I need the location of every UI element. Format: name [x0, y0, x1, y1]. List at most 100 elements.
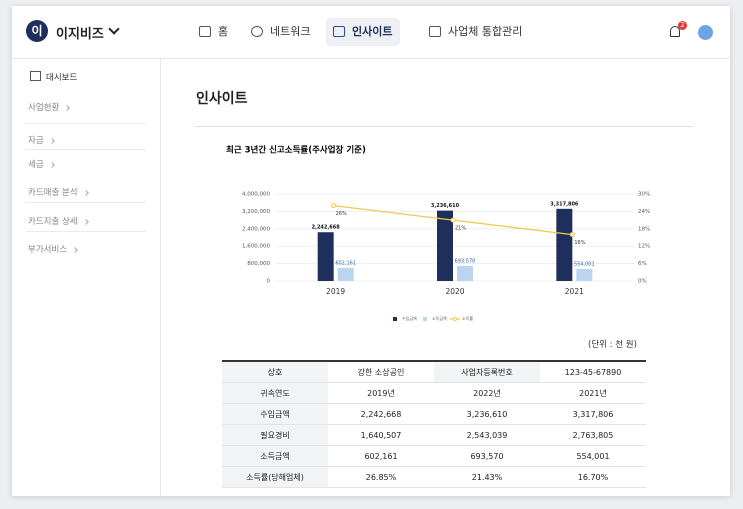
x-tick-label: 2021 — [565, 287, 584, 296]
menu-label: 부가서비스 — [28, 245, 68, 255]
table-cell: 21.43% — [434, 466, 540, 488]
divider — [194, 126, 694, 127]
logo[interactable]: 이 — [26, 20, 48, 42]
value-label: 26% — [336, 211, 347, 217]
y-tick-label: 4,000,000 — [242, 192, 270, 198]
icon — [251, 26, 263, 37]
table-cell: 2,543,039 — [434, 424, 540, 446]
page-title: 인사이트 — [196, 91, 248, 107]
y2-tick-label: 0% — [638, 279, 647, 285]
nav-network[interactable]: 네트워크 — [244, 18, 318, 46]
brand[interactable]: 이지비즈 — [56, 27, 104, 42]
nav-insight[interactable]: 인사이트 — [326, 18, 401, 46]
bar — [457, 265, 473, 281]
y2-tick-label: 12% — [638, 244, 650, 250]
chart: 최근 3년간 신고소득률(주사업장 기준) 0 800,000 1,600,000 2… — [226, 145, 650, 322]
menu-item[interactable]: 카드지출 상세 — [28, 215, 89, 227]
table-row: 필요경비 1,640,507 2,543,039 2,763,805 — [222, 424, 646, 446]
table-cell: 602,161 — [328, 445, 434, 467]
chart-title: 최근 3년간 신고소득률(주사업장 기준) — [226, 145, 366, 156]
legend-item: 소득률 — [450, 315, 473, 322]
menu-item[interactable]: 자금 — [28, 134, 55, 146]
table-cell: 소득금액 — [222, 445, 328, 467]
top-bar: 이 이지비즈 홈 네트워크 인사이트 사업체 통합관리 2 — [12, 6, 730, 59]
table-cell: 2,763,805 — [540, 424, 646, 446]
nav-business[interactable]: 사업체 통합관리 — [422, 18, 530, 46]
menu-label: 자금 — [28, 136, 44, 146]
icon — [333, 26, 345, 37]
menu-item[interactable]: 카드매출 분석 — [28, 186, 89, 198]
table-cell: 강한 소상공인 — [328, 361, 434, 383]
table-cell: 수입금액 — [222, 403, 328, 425]
menu-item[interactable]: 세금 — [28, 158, 55, 170]
table-cell: 123-45-67890 — [540, 361, 646, 383]
value-label: 21% — [455, 226, 466, 232]
y2-tick-label: 18% — [638, 226, 650, 232]
table-cell: 2022년 — [434, 382, 540, 404]
y-tick-label: 2,400,000 — [242, 226, 270, 232]
menu-item[interactable]: 대시보드 — [46, 73, 78, 83]
nav-label: 홈 — [218, 25, 229, 38]
sidebar: 대시보드 사업현황 자금 세금 카드매출 분석 카드지출 상세 부가서비스 — [12, 59, 161, 496]
value-label: 693,570 — [455, 258, 476, 264]
menu-label: 카드매출 분석 — [28, 188, 78, 198]
line-point — [450, 217, 456, 223]
divider — [26, 231, 146, 232]
nav-home[interactable]: 홈 — [192, 18, 236, 46]
value-label: 3,236,610 — [431, 203, 460, 209]
brand-dropdown[interactable] — [108, 23, 120, 35]
legend-item: 소득금액 — [423, 315, 447, 321]
value-label: 3,317,806 — [550, 201, 579, 207]
table-row: 수입금액 2,242,668 3,236,610 3,317,806 — [222, 403, 646, 425]
legend-swatch — [452, 316, 458, 322]
y-tick-label: 3,200,000 — [242, 209, 270, 215]
menu-label: 사업현황 — [28, 103, 60, 113]
divider — [26, 149, 146, 150]
value-label: 2,242,668 — [312, 225, 341, 231]
table-row: 귀속연도 2019년 2022년 2021년 — [222, 382, 646, 404]
menu-item[interactable]: 부가서비스 — [28, 243, 78, 255]
value-label: 16% — [574, 240, 585, 246]
bar — [556, 208, 573, 281]
notifications[interactable] — [670, 26, 680, 37]
profile[interactable] — [698, 25, 713, 40]
table-cell: 2,242,668 — [328, 403, 434, 425]
icon — [30, 71, 41, 81]
table-row: 소득률(당해업체) 26.85% 21.43% 16.70% — [222, 466, 646, 488]
line-point — [569, 232, 575, 238]
bar — [317, 232, 334, 281]
table-cell: 상호 — [222, 361, 328, 383]
legend-item: 수입금액 — [393, 315, 417, 321]
legend-label: 소득률 — [462, 315, 473, 321]
nav-label: 네트워크 — [270, 25, 311, 38]
table-cell: 1,640,507 — [328, 424, 434, 446]
menu-label: 카드지출 상세 — [28, 217, 78, 227]
y-tick-label: 1,600,000 — [242, 244, 270, 250]
nav-label: 사업체 통합관리 — [448, 25, 523, 38]
table-cell: 693,570 — [434, 445, 540, 467]
table-cell: 소득률(당해업체) — [222, 466, 328, 488]
x-tick-label: 2020 — [445, 287, 464, 296]
bar — [337, 267, 354, 281]
x-tick-label: 2019 — [326, 287, 345, 296]
table-row: 상호 강한 소상공인 사업자등록번호 123-45-67890 — [222, 361, 646, 383]
menu-item[interactable]: 사업현황 — [28, 101, 71, 113]
legend-label: 수입금액 — [402, 315, 417, 321]
menu-label: 세금 — [28, 160, 44, 170]
table-cell: 16.70% — [540, 466, 646, 488]
y2-tick-label: 6% — [638, 261, 647, 267]
value-label: 602,161 — [335, 260, 356, 266]
table-cell: 필요경비 — [222, 424, 328, 446]
table-cell: 2021년 — [540, 382, 646, 404]
y2-tick-label: 24% — [638, 209, 650, 215]
table-cell: 554,001 — [540, 445, 646, 467]
table-cell: 2019년 — [328, 382, 434, 404]
legend-swatch — [423, 317, 427, 321]
notification-badge: 2 — [678, 21, 687, 30]
bar — [437, 210, 453, 281]
table-cell: 3,317,806 — [540, 403, 646, 425]
y-tick-label: 0 — [267, 279, 271, 285]
y-tick-label: 800,000 — [247, 261, 270, 267]
table-row: 소득금액 602,161 693,570 554,001 — [222, 445, 646, 467]
line-point — [331, 203, 337, 209]
